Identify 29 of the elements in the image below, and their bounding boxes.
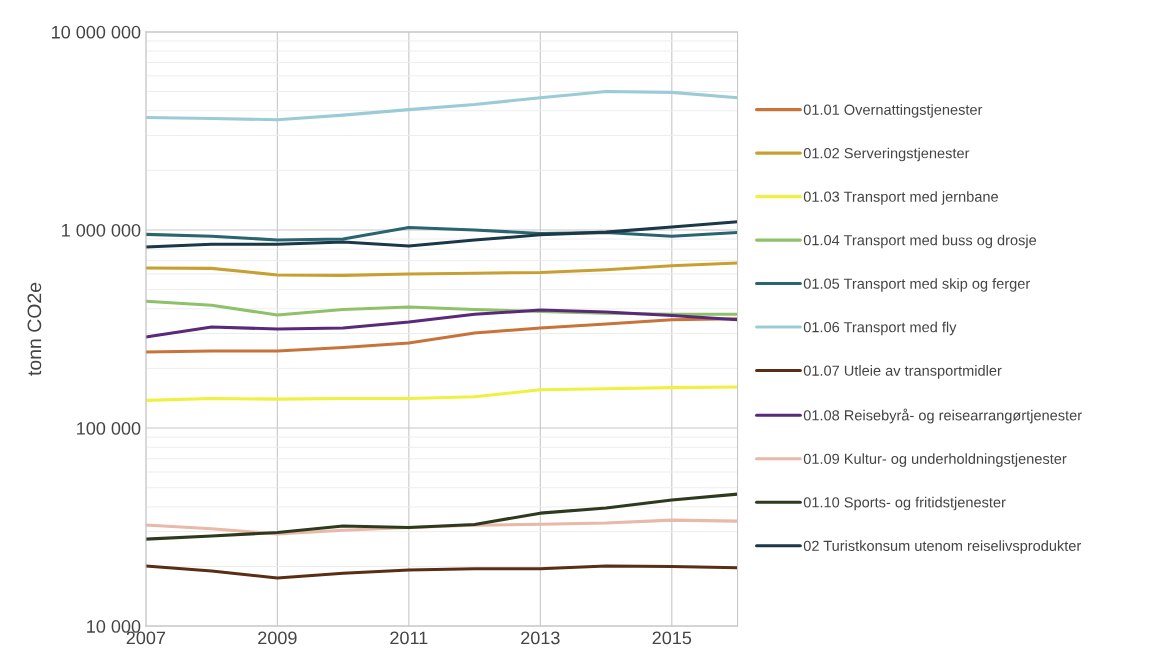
- legend-label: 01.01 Overnattingstjenester: [803, 104, 983, 118]
- line-series: [145, 317, 738, 354]
- line-series: [145, 564, 738, 580]
- y-tick-label: 10 000 000: [52, 25, 141, 39]
- line-series: [145, 220, 738, 249]
- y-tick-label: 1 000 000: [62, 223, 141, 237]
- legend-label: 01.06 Transport med fly: [803, 321, 957, 336]
- line-series: [145, 492, 738, 541]
- legend-label: 01.05 Transport med skip og ferger: [803, 278, 1030, 292]
- y-axis-title: tonn CO2e: [27, 282, 42, 376]
- x-tick-label: 2007: [126, 631, 166, 645]
- x-tick-label: 2009: [258, 631, 297, 645]
- legend-label: 01.10 Sports- og fritidstjenester: [803, 496, 1006, 511]
- x-tick-label: 2013: [521, 631, 560, 645]
- y-tick-label: 100 000: [77, 421, 141, 435]
- y-tick-label: 10 000: [87, 620, 141, 633]
- legend-label: 02 Turistkonsum utenom reiselivsprodukter: [803, 540, 1082, 554]
- legend-label: 01.07 Utleie av transportmidler: [803, 365, 1002, 379]
- legend-label: 01.08 Reisebyrå- og reisearrangørtjenester: [803, 408, 1082, 424]
- legend-label: 01.02 Serveringstjenester: [803, 147, 970, 162]
- legend-label: 01.09 Kultur- og underholdningstjenester: [803, 453, 1067, 467]
- line-series: [145, 89, 738, 122]
- legend-label: 01.03 Transport med jernbane: [803, 191, 998, 205]
- line-series: [145, 261, 738, 277]
- line-series: [145, 308, 738, 339]
- x-tick-label: 2015: [652, 631, 692, 645]
- x-tick-label: 2011: [390, 631, 428, 645]
- line-series: [145, 385, 738, 402]
- legend-label: 01.04 Transport med buss og drosje: [803, 234, 1037, 249]
